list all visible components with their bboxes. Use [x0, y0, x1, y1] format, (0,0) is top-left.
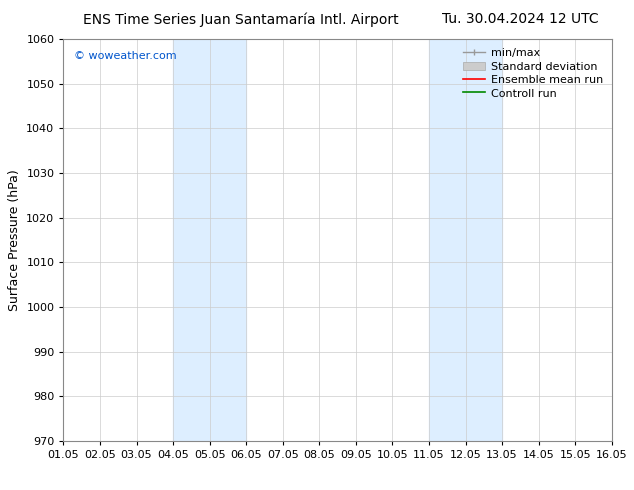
Bar — [173, 39, 246, 441]
Legend: min/max, Standard deviation, Ensemble mean run, Controll run: min/max, Standard deviation, Ensemble me… — [460, 45, 606, 102]
Y-axis label: Surface Pressure (hPa): Surface Pressure (hPa) — [8, 169, 21, 311]
Text: © woweather.com: © woweather.com — [74, 51, 177, 61]
Text: ENS Time Series Juan Santamaría Intl. Airport: ENS Time Series Juan Santamaría Intl. Ai… — [83, 12, 399, 27]
Text: Tu. 30.04.2024 12 UTC: Tu. 30.04.2024 12 UTC — [441, 12, 598, 26]
Bar — [429, 39, 502, 441]
